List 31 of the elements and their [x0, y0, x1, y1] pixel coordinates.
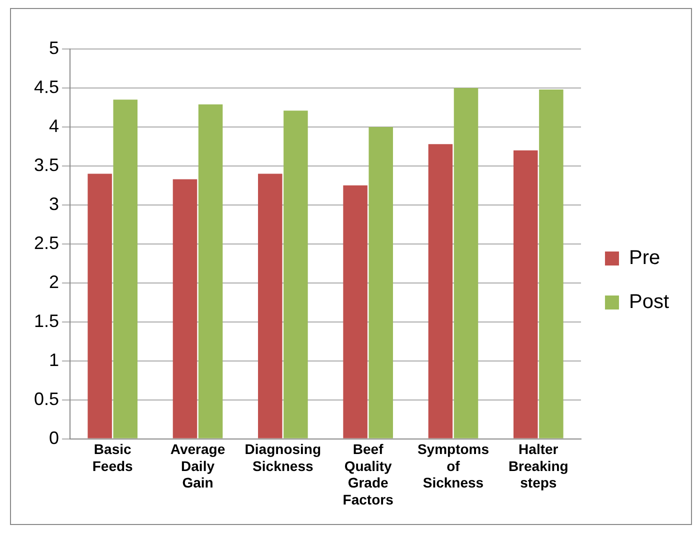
bar: [113, 100, 138, 438]
bar: [454, 88, 478, 438]
x-tick-label: Diagnosing Sickness: [244, 441, 322, 474]
y-tick-label: 0.5: [34, 388, 60, 409]
x-tick-label: Halter Breaking steps: [508, 441, 568, 491]
y-tick-label: 2: [49, 272, 60, 292]
x-tick-label: Symptoms of Sickness: [417, 441, 490, 491]
y-tick-label: 0: [49, 428, 60, 448]
y-tick-label: 1.5: [34, 310, 60, 331]
bar: [172, 179, 198, 438]
y-tick-label: 3: [49, 194, 60, 214]
bar: [428, 144, 453, 438]
x-tick-label: Average Daily Gain: [170, 441, 226, 491]
x-tick-label: Basic Feeds: [92, 441, 134, 474]
y-tick-label: 1: [49, 350, 60, 370]
y-tick-label: 2.5: [34, 232, 60, 253]
bar: [368, 126, 393, 438]
y-tick-label: 4.5: [34, 76, 60, 97]
legend-label: Post: [628, 291, 670, 314]
legend-label: Pre: [628, 247, 660, 270]
bar: [343, 185, 368, 438]
x-tick-label: Beef Quality Grade Factors: [342, 441, 394, 508]
bar: [258, 174, 282, 438]
bar: [88, 174, 112, 438]
bar: [513, 150, 538, 438]
y-tick-label: 4: [49, 116, 60, 136]
y-tick-label: 3.5: [34, 154, 60, 175]
bar: [539, 90, 564, 438]
bar: [284, 110, 308, 438]
y-tick-label: 5: [49, 38, 60, 58]
bar: [198, 104, 223, 438]
